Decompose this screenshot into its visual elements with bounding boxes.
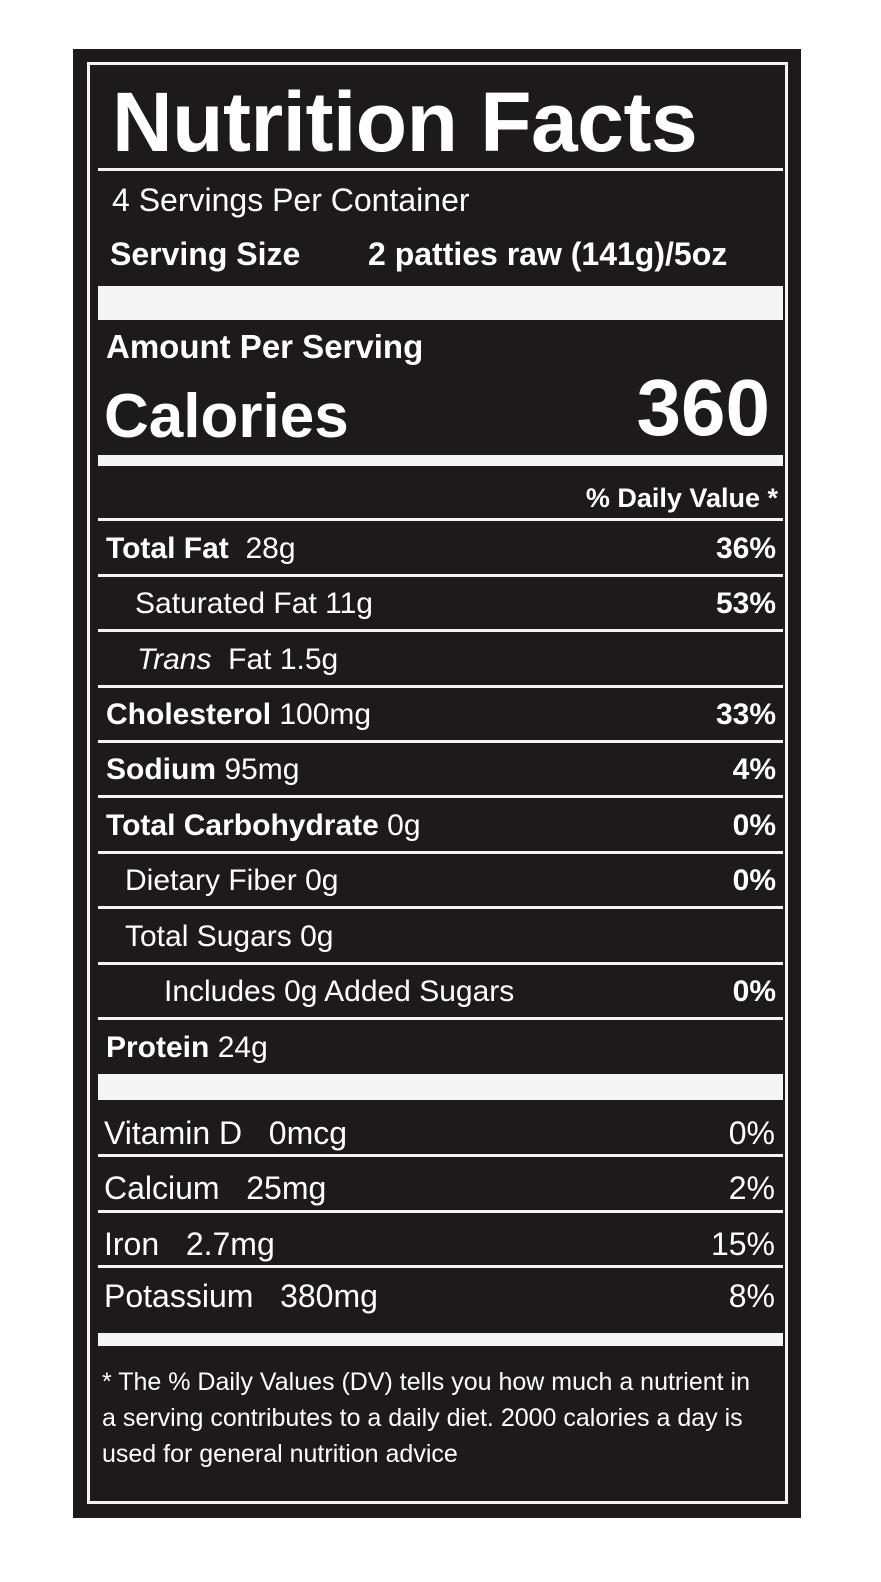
nutrition-label-frame xyxy=(87,62,788,1504)
row-divider xyxy=(98,518,783,521)
nutrient-name: Total Carbohydrate xyxy=(106,809,379,842)
nutrient-dv: 33% xyxy=(715,698,776,731)
nutrient-dv: 4% xyxy=(732,753,776,786)
amount-per-serving: Amount Per Serving xyxy=(106,328,424,365)
vitamin-dv: 0% xyxy=(728,1115,775,1151)
vitamin-dv: 8% xyxy=(728,1278,775,1314)
serving-size-value: 2 patties raw (141g)/5oz xyxy=(368,236,728,272)
row-divider xyxy=(98,1210,783,1213)
nutrient-name: Includes 0g Added Sugars xyxy=(164,975,515,1008)
row-divider xyxy=(98,1154,783,1157)
nutrient-name: Total Fat xyxy=(106,532,229,565)
nutrient-amount: 100mg xyxy=(279,698,372,731)
nutrient-name: Sodium xyxy=(106,753,216,786)
row-divider xyxy=(98,962,783,965)
vitamin-dv: 15% xyxy=(710,1226,775,1262)
nutrient-row-cholesterol: Cholesterol 100mg xyxy=(106,700,371,730)
nutrient-name-italic: Trans xyxy=(137,643,212,676)
nutrient-dv: 36% xyxy=(715,532,776,565)
row-divider xyxy=(98,1017,783,1020)
nutrient-amount: 24g xyxy=(217,1031,268,1064)
calories-label: Calories xyxy=(104,382,349,451)
nutrient-row-saturated-fat: Saturated Fat 11g xyxy=(135,589,373,619)
nutrient-name: Fat xyxy=(228,643,272,676)
row-divider xyxy=(98,1265,783,1268)
title-divider xyxy=(98,168,783,171)
nutrient-amount: 0g xyxy=(300,920,334,953)
nutrient-name: Protein xyxy=(106,1031,210,1064)
nutrient-row-total-sugars: Total Sugars 0g xyxy=(125,922,333,952)
vitamin-dv: 2% xyxy=(728,1170,775,1206)
vitamin-name: Vitamin D xyxy=(104,1115,243,1151)
nutrient-dv: 0% xyxy=(732,864,776,897)
calories-value: 360 xyxy=(636,363,770,452)
nutrient-row-added-sugars: Includes 0g Added Sugars xyxy=(164,977,514,1007)
vitamin-name: Iron xyxy=(104,1226,160,1262)
nutrient-row-dietary-fiber: Dietary Fiber 0g xyxy=(125,866,338,896)
nutrient-amount: 0g xyxy=(305,864,339,897)
vitamin-row-potassium: Potassium 380mg xyxy=(104,1280,378,1312)
nutrient-dv: 53% xyxy=(715,587,776,620)
row-divider xyxy=(98,906,783,909)
thick-divider-top xyxy=(98,286,783,320)
nutrient-row-trans-fat: Trans Fat 1.5g xyxy=(137,645,338,675)
nutrient-amount: 95mg xyxy=(224,753,300,786)
nutrient-dv: 0% xyxy=(732,975,776,1008)
nutrient-row-total-fat: Total Fat 28g xyxy=(106,534,296,564)
row-divider xyxy=(98,574,783,577)
nutrient-amount: 28g xyxy=(245,532,296,565)
nutrient-amount: 11g xyxy=(325,587,373,620)
daily-value-header: % Daily Value * xyxy=(585,483,778,513)
label-title: Nutrition Facts xyxy=(112,75,698,169)
row-divider xyxy=(98,851,783,854)
vitamin-row-vitamin-d: Vitamin D 0mcg xyxy=(104,1117,347,1149)
vitamin-name: Potassium xyxy=(104,1278,254,1314)
nutrient-name: Total Sugars xyxy=(125,920,292,953)
vitamin-amount: 0mcg xyxy=(268,1115,348,1151)
row-divider xyxy=(98,629,783,632)
vitamin-amount: 25mg xyxy=(246,1170,327,1206)
nutrient-name: Saturated Fat xyxy=(135,587,317,620)
row-divider xyxy=(98,685,783,688)
nutrient-row-total-carbohydrate: Total Carbohydrate 0g xyxy=(106,811,421,841)
vitamin-row-iron: Iron 2.7mg xyxy=(104,1228,275,1260)
serving-size-label: Serving Size xyxy=(110,236,301,272)
nutrient-row-sodium: Sodium 95mg xyxy=(106,755,299,785)
thick-divider-bottom xyxy=(98,1074,783,1100)
row-divider xyxy=(98,795,783,798)
nutrient-name: Dietary Fiber xyxy=(125,864,297,897)
vitamin-name: Calcium xyxy=(104,1170,220,1206)
servings-per-container: 4 Servings Per Container xyxy=(112,182,470,218)
footnote-divider xyxy=(98,1333,783,1346)
nutrient-row-protein: Protein 24g xyxy=(106,1033,268,1063)
nutrient-amount: 0g xyxy=(387,809,421,842)
footnote: * The % Daily Values (DV) tells you how … xyxy=(102,1368,750,1468)
nutrient-name: Cholesterol xyxy=(106,698,272,731)
vitamin-row-calcium: Calcium 25mg xyxy=(104,1172,326,1204)
vitamin-amount: 380mg xyxy=(280,1278,378,1314)
nutrient-amount: 1.5g xyxy=(279,643,339,676)
row-divider xyxy=(98,740,783,743)
nutrient-dv: 0% xyxy=(732,809,776,842)
vitamin-amount: 2.7mg xyxy=(185,1226,275,1262)
medium-divider xyxy=(98,455,783,466)
